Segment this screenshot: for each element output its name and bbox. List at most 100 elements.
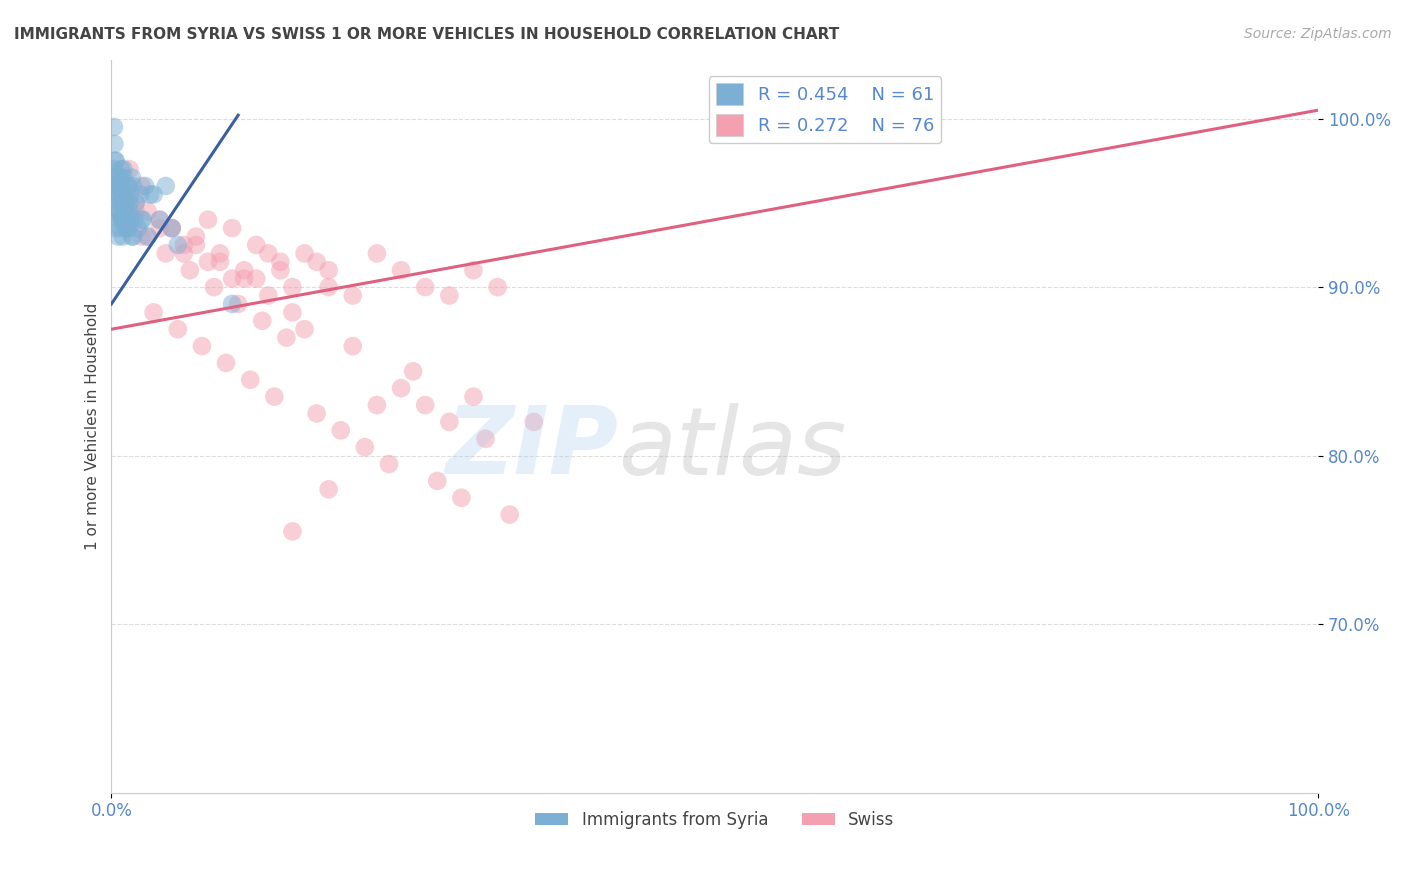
Point — [149, 212, 172, 227]
Point — [263, 390, 285, 404]
Point — [281, 280, 304, 294]
Point — [112, 212, 135, 227]
Point — [115, 195, 138, 210]
Point — [104, 153, 127, 168]
Point — [105, 187, 128, 202]
Point — [149, 212, 172, 227]
Point — [413, 398, 436, 412]
Point — [107, 195, 129, 210]
Point — [103, 162, 125, 177]
Point — [149, 221, 172, 235]
Point — [366, 398, 388, 412]
Point — [318, 280, 340, 294]
Point — [131, 179, 153, 194]
Point — [426, 474, 449, 488]
Point — [221, 221, 243, 235]
Point — [107, 179, 129, 194]
Point — [105, 170, 128, 185]
Point — [474, 432, 496, 446]
Point — [101, 170, 124, 185]
Point — [342, 288, 364, 302]
Point — [305, 407, 328, 421]
Point — [104, 153, 127, 168]
Point — [155, 179, 177, 194]
Point — [439, 288, 461, 302]
Point — [131, 229, 153, 244]
Point — [103, 136, 125, 151]
Point — [353, 440, 375, 454]
Point — [136, 204, 159, 219]
Point — [269, 255, 291, 269]
Point — [115, 221, 138, 235]
Point — [121, 170, 143, 185]
Point — [155, 246, 177, 260]
Point — [245, 238, 267, 252]
Point — [120, 212, 142, 227]
Point — [115, 179, 138, 194]
Point — [112, 195, 135, 210]
Point — [413, 280, 436, 294]
Point — [118, 162, 141, 177]
Point — [226, 297, 249, 311]
Point — [127, 221, 149, 235]
Text: IMMIGRANTS FROM SYRIA VS SWISS 1 OR MORE VEHICLES IN HOUSEHOLD CORRELATION CHART: IMMIGRANTS FROM SYRIA VS SWISS 1 OR MORE… — [14, 27, 839, 42]
Point — [257, 288, 280, 302]
Point — [136, 229, 159, 244]
Point — [108, 179, 131, 194]
Point — [122, 229, 145, 244]
Text: atlas: atlas — [619, 402, 846, 493]
Point — [281, 305, 304, 319]
Point — [108, 170, 131, 185]
Point — [463, 263, 485, 277]
Point — [450, 491, 472, 505]
Point — [124, 195, 146, 210]
Point — [173, 246, 195, 260]
Point — [523, 415, 546, 429]
Point — [233, 271, 256, 285]
Point — [107, 187, 129, 202]
Y-axis label: 1 or more Vehicles in Household: 1 or more Vehicles in Household — [86, 302, 100, 549]
Point — [366, 246, 388, 260]
Point — [202, 280, 225, 294]
Point — [215, 356, 238, 370]
Point — [118, 195, 141, 210]
Point — [103, 187, 125, 202]
Text: ZIP: ZIP — [446, 402, 619, 494]
Point — [108, 204, 131, 219]
Point — [124, 204, 146, 219]
Point — [197, 212, 219, 227]
Point — [281, 524, 304, 539]
Point — [294, 322, 316, 336]
Point — [139, 187, 162, 202]
Point — [142, 187, 165, 202]
Point — [160, 221, 183, 235]
Point — [120, 187, 142, 202]
Point — [114, 187, 136, 202]
Point — [110, 221, 132, 235]
Point — [124, 212, 146, 227]
Point — [112, 170, 135, 185]
Point — [439, 415, 461, 429]
Point — [132, 212, 155, 227]
Point — [208, 246, 231, 260]
Point — [378, 457, 401, 471]
Point — [111, 212, 134, 227]
Point — [104, 221, 127, 235]
Point — [389, 263, 412, 277]
Point — [305, 255, 328, 269]
Point — [111, 212, 134, 227]
Point — [318, 263, 340, 277]
Point — [166, 322, 188, 336]
Point — [245, 271, 267, 285]
Point — [179, 263, 201, 277]
Point — [134, 179, 156, 194]
Point — [131, 212, 153, 227]
Point — [276, 331, 298, 345]
Point — [107, 229, 129, 244]
Point — [117, 221, 139, 235]
Point — [294, 246, 316, 260]
Point — [342, 339, 364, 353]
Point — [118, 204, 141, 219]
Point — [107, 204, 129, 219]
Point — [105, 212, 128, 227]
